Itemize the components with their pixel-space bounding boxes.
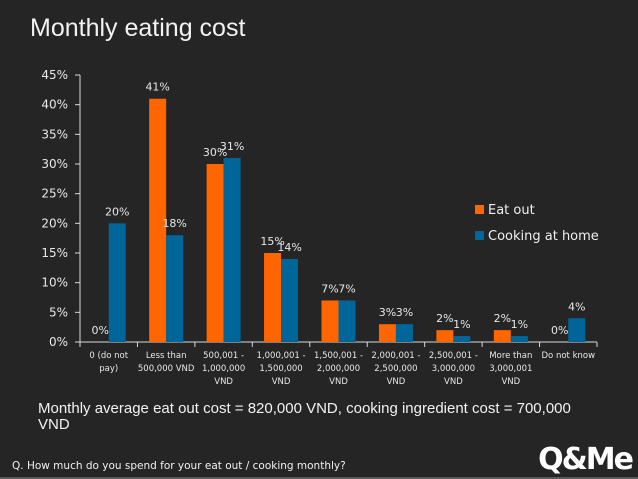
data-label: 41% xyxy=(145,81,169,94)
y-tick-label: 5% xyxy=(49,305,68,319)
x-category-label: 2,000,000 xyxy=(317,364,360,374)
x-category-label: 1,000,000 xyxy=(202,364,245,374)
data-label: 7% xyxy=(321,282,338,295)
bar-eat-out xyxy=(149,98,167,342)
x-category-label: VND xyxy=(329,377,348,387)
data-label: 30% xyxy=(203,146,227,159)
y-tick-label: 25% xyxy=(41,187,68,201)
bar-eat-out xyxy=(436,330,454,342)
x-category-label: 1,500,000 xyxy=(259,364,302,374)
data-label: 3% xyxy=(396,306,413,319)
data-label: 0% xyxy=(91,324,108,337)
x-category-label: 2,000,001 - xyxy=(371,351,420,361)
y-tick-label: 10% xyxy=(41,276,68,290)
data-label: 1% xyxy=(453,318,470,331)
x-category-label: 500,000 VND xyxy=(138,364,195,374)
data-label: 2% xyxy=(494,312,511,325)
x-category-label: pay) xyxy=(99,364,118,374)
data-label: 4% xyxy=(568,300,585,313)
x-category-label: 2,500,001 - xyxy=(429,351,478,361)
survey-question: Q. How much do you spend for your eat ou… xyxy=(12,460,346,472)
chart-title: Monthly eating cost xyxy=(30,14,246,42)
data-label: 20% xyxy=(105,205,129,218)
x-category-label: Less than xyxy=(146,351,187,361)
brand-logo: Q&Me xyxy=(538,442,634,477)
x-category-label: 2,500,000 xyxy=(374,364,417,374)
y-tick-label: 0% xyxy=(49,335,68,349)
data-label: 14% xyxy=(277,241,301,254)
legend-label: Cooking at home xyxy=(488,229,599,244)
data-label: 18% xyxy=(162,217,186,230)
legend-swatch-cooking-at-home xyxy=(475,231,484,240)
bottom-divider xyxy=(0,477,638,479)
data-label: 2% xyxy=(436,312,453,325)
x-category-label: VND xyxy=(501,377,520,387)
data-label: 31% xyxy=(220,140,244,153)
x-category-label: VND xyxy=(444,377,463,387)
legend-label: Eat out xyxy=(488,203,535,218)
bar-cooking-at-home xyxy=(281,258,299,342)
bar-cooking-at-home xyxy=(108,223,126,342)
x-category-label: 0 (do not xyxy=(89,351,128,361)
y-tick-label: 30% xyxy=(41,157,68,171)
bar-eat-out xyxy=(493,330,511,342)
y-tick-label: 45% xyxy=(41,68,68,82)
y-tick-label: 40% xyxy=(41,98,68,112)
bar-eat-out xyxy=(321,300,339,342)
x-category-label: 3,000,000 xyxy=(432,364,475,374)
y-tick-label: 15% xyxy=(41,246,68,260)
x-category-label: 1,000,001 - xyxy=(257,351,306,361)
data-label: 7% xyxy=(338,282,355,295)
bar-cooking-at-home xyxy=(568,318,586,342)
bar-cooking-at-home xyxy=(395,324,413,342)
data-label: 15% xyxy=(260,235,284,248)
bar-eat-out xyxy=(264,253,282,342)
bar-chart: 0% 5% 10% 15% 20% 25% 30% 35% 40% 45% 0% 20% 0 (do n… xyxy=(41,68,599,387)
x-category-label: VND xyxy=(272,377,291,387)
data-label: 0% xyxy=(551,324,568,337)
x-category-label: Do not know xyxy=(542,351,596,361)
y-tick-label: 35% xyxy=(41,127,68,141)
data-label: 1% xyxy=(511,318,528,331)
summary-text: Monthly average eat out cost = 820,000 V… xyxy=(38,400,571,433)
data-label: 3% xyxy=(379,306,396,319)
bar-cooking-at-home xyxy=(166,235,184,342)
bar-cooking-at-home xyxy=(223,158,241,342)
bar-eat-out xyxy=(206,164,224,342)
bar-cooking-at-home xyxy=(510,336,528,342)
legend-swatch-eat-out xyxy=(475,205,484,214)
x-category-label: 1,500,001 - xyxy=(314,351,363,361)
bar-cooking-at-home xyxy=(453,336,471,342)
x-category-label: VND xyxy=(214,377,233,387)
x-category-label: 3,000,001 xyxy=(489,364,532,374)
x-category-label: VND xyxy=(387,377,406,387)
bar-eat-out xyxy=(378,324,396,342)
x-category-label: 500,001 - xyxy=(203,351,244,361)
y-tick-label: 20% xyxy=(41,216,68,230)
x-category-label: More than xyxy=(489,351,532,361)
bar-cooking-at-home xyxy=(338,300,356,342)
